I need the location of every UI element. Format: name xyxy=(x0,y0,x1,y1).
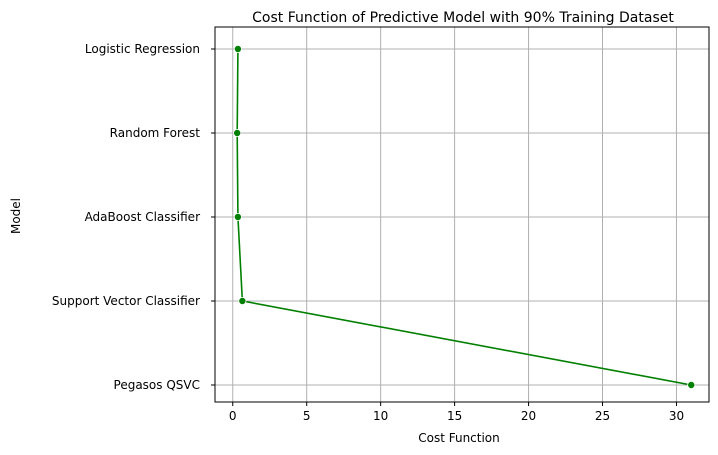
x-tick-label: 15 xyxy=(447,409,462,423)
x-tick-label: 25 xyxy=(595,409,610,423)
y-axis-label: Model xyxy=(9,198,23,234)
y-tick-label: Logistic Regression xyxy=(85,42,200,56)
x-tick-label: 10 xyxy=(373,409,388,423)
x-tick-label: 0 xyxy=(229,409,237,423)
chart-title: Cost Function of Predictive Model with 9… xyxy=(252,10,674,26)
y-tick-label: AdaBoost Classifier xyxy=(85,210,201,224)
data-point xyxy=(233,45,242,54)
x-axis: 0 5 10 15 20 25 30 xyxy=(229,402,684,423)
y-tick-label: Random Forest xyxy=(110,126,201,140)
x-tick-label: 30 xyxy=(669,409,684,423)
data-point xyxy=(233,212,242,221)
data-point xyxy=(238,296,247,305)
grid xyxy=(215,27,709,402)
x-tick-label: 20 xyxy=(521,409,536,423)
series xyxy=(233,45,696,389)
y-tick-label: Support Vector Classifier xyxy=(52,294,200,308)
x-axis-label: Cost Function xyxy=(418,431,500,445)
plot-frame xyxy=(214,26,710,403)
data-point xyxy=(233,128,242,137)
data-point xyxy=(687,380,696,389)
y-tick-label: Pegasos QSVC xyxy=(114,378,200,392)
y-axis: Logistic Regression Random Forest AdaBoost… xyxy=(52,42,215,392)
x-tick-label: 5 xyxy=(303,409,311,423)
